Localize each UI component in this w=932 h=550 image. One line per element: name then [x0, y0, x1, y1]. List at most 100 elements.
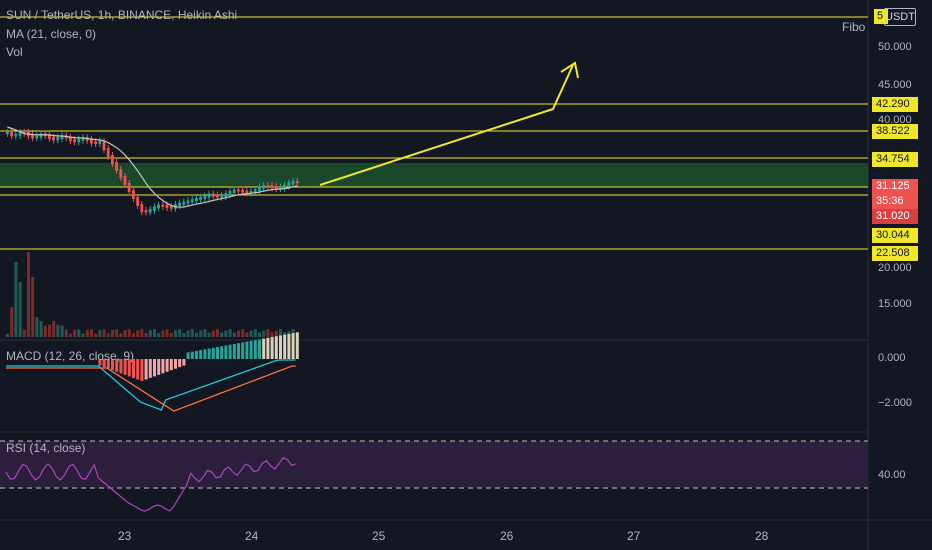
macd-signal-line[interactable]: [6, 365, 296, 412]
macd-histogram-bar: [115, 359, 119, 372]
trend-arrow[interactable]: [319, 61, 579, 186]
macd-histogram-bar: [98, 359, 102, 366]
volume-bar: [174, 330, 177, 337]
macd-histogram-bar: [106, 359, 110, 369]
currency-button[interactable]: USDT: [884, 8, 916, 26]
candle-body: [94, 141, 97, 145]
volume-bar: [186, 330, 190, 337]
time-label: 27: [627, 529, 641, 543]
rsi-line[interactable]: [5, 457, 296, 512]
price-tag-31: 31.020: [872, 209, 918, 224]
volume-bar: [241, 329, 245, 337]
volume-bar: [119, 333, 123, 337]
volume-bar: [245, 332, 249, 337]
macd-histogram-bar: [207, 348, 211, 359]
candle-body: [98, 141, 102, 145]
candle-body: [178, 202, 181, 206]
candle-body: [190, 199, 194, 203]
rsi-legend[interactable]: RSI (14, close): [6, 441, 86, 455]
macd-line[interactable]: [6, 359, 296, 411]
volume-bar: [195, 332, 198, 337]
volume-tick: 20.000: [878, 262, 912, 274]
macd-legend[interactable]: MACD (12, 26, close, 9): [6, 349, 135, 363]
price-tag-top: 5: [874, 9, 888, 24]
volume-bar: [270, 332, 274, 337]
macd-histogram-bar: [211, 347, 215, 359]
volume-bar: [253, 329, 257, 337]
candle-body: [48, 134, 51, 139]
volume-bar: [228, 329, 232, 337]
candle-body: [69, 136, 72, 142]
volume-bar: [148, 330, 152, 337]
macd-histogram-bar: [178, 359, 182, 368]
candle-body: [56, 137, 60, 141]
candle-body: [111, 155, 114, 164]
time-label: 26: [500, 529, 514, 543]
candle-body: [199, 196, 202, 200]
candle-body: [161, 204, 165, 207]
time-label: 24: [245, 529, 259, 543]
candle-body: [274, 186, 278, 190]
candle-body: [77, 138, 81, 143]
volume-bar: [283, 332, 287, 337]
candle-body: [165, 204, 169, 208]
macd-histogram-bar: [216, 347, 219, 359]
macd-histogram-bar: [140, 359, 144, 381]
macd-histogram-bar: [127, 359, 131, 377]
macd-histogram-bar: [190, 351, 194, 359]
volume-bar: [249, 330, 253, 337]
volume-bar: [14, 262, 18, 337]
macd-histogram-bar: [123, 359, 127, 375]
candle-body: [203, 195, 207, 199]
macd-histogram-bar: [258, 339, 261, 359]
moving-average-line[interactable]: [7, 126, 298, 208]
volume-legend[interactable]: Vol: [6, 45, 23, 59]
candle-body: [182, 201, 186, 205]
macd-tick: 0.000: [878, 352, 906, 364]
candle-body: [127, 183, 131, 192]
volume-bar: [52, 321, 56, 337]
volume-bar: [56, 324, 60, 337]
macd-histogram-bar: [283, 334, 287, 359]
ma-legend[interactable]: MA (21, close, 0): [6, 27, 97, 41]
macd-histogram-bar: [119, 359, 123, 374]
candle-body: [241, 189, 244, 193]
candle-body: [195, 198, 198, 202]
volume-tick: 15.000: [878, 298, 912, 310]
price-tag-34: 34.754: [872, 152, 918, 167]
macd-histogram-bar: [262, 338, 266, 359]
volume-bar: [132, 333, 135, 337]
candle-body: [140, 204, 144, 213]
macd-histogram-bar: [249, 340, 253, 359]
volume-bar: [211, 330, 215, 337]
macd-histogram-bar: [224, 345, 228, 359]
price-tag-42: 42.290: [872, 97, 918, 112]
volume-bar: [274, 330, 278, 337]
volume-bar: [224, 330, 228, 337]
macd-histogram-bar: [132, 359, 135, 378]
volume-bar: [157, 332, 161, 337]
candle-body: [153, 206, 156, 211]
volume-bar: [10, 307, 14, 337]
candle-body: [279, 186, 282, 190]
fibo-zone: [0, 163, 868, 187]
macd-histogram-bar: [136, 359, 140, 380]
candle-body: [14, 133, 18, 137]
volume-bar: [144, 333, 148, 337]
volume-bar: [123, 330, 127, 337]
volume-bar: [182, 332, 186, 337]
candle-body: [232, 189, 236, 193]
bar-countdown: 35:36: [872, 194, 918, 209]
candle-body: [258, 186, 261, 192]
volume-bar: [27, 252, 30, 337]
volume-bar: [232, 332, 236, 337]
symbol-legend[interactable]: SUN / TetherUS, 1h, BINANCE, Heikin Ashi: [6, 8, 238, 22]
candle-body: [228, 190, 232, 196]
macd-histogram-bar: [148, 359, 152, 378]
macd-histogram-bar: [241, 342, 245, 359]
fibo-levels[interactable]: [0, 16, 868, 250]
volume-bar: [60, 325, 64, 337]
volume-bar: [258, 332, 261, 337]
volume-bar: [77, 329, 81, 337]
